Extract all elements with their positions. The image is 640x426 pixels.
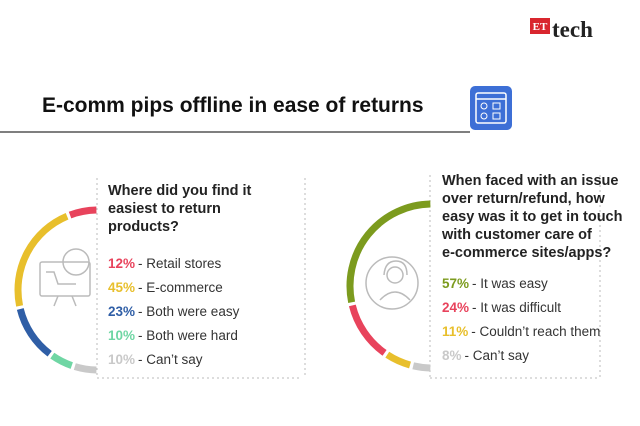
question-line: e-commerce sites/apps? (442, 245, 611, 261)
question-line: products? (108, 219, 179, 235)
icon-cart (39, 248, 91, 307)
logo-brand: ET (533, 21, 548, 33)
value-label: 23% (108, 304, 135, 319)
logo-badge (530, 18, 550, 34)
logo: ET tech (530, 17, 593, 42)
category-label: - Can’t say (465, 348, 530, 363)
question-line: over return/refund, how (442, 191, 605, 207)
value-label: 24% (442, 300, 469, 315)
arc-segment (412, 362, 431, 372)
arc-segment (385, 351, 412, 369)
category-label: - It was difficult (472, 300, 561, 315)
question-line: with customer care of (441, 227, 592, 243)
value-label: 57% (442, 276, 469, 291)
legend-item: 10% - Can’t say (108, 352, 203, 367)
legend-item: 8% - Can’t say (442, 348, 529, 363)
title-icon (470, 86, 512, 130)
arc-segment (346, 200, 431, 303)
value-label: 10% (108, 328, 135, 343)
arc-segment (50, 352, 73, 369)
legend-item: 57% - It was easy (442, 276, 548, 291)
icon-support (365, 256, 419, 310)
question-line: easy was it to get in touch (442, 209, 622, 225)
arc-segment (348, 304, 387, 356)
value-label: 11% (442, 324, 468, 339)
category-label: - Both were easy (138, 304, 240, 319)
category-label: - Can’t say (138, 352, 203, 367)
value-label: 12% (108, 256, 135, 271)
arc-segment (16, 308, 52, 357)
dividers (96, 175, 601, 379)
value-label: 10% (108, 352, 135, 367)
category-label: - Retail stores (138, 256, 222, 271)
arc-segment (14, 212, 69, 307)
category-label: - It was easy (472, 276, 548, 291)
legend-item: 10% - Both were hard (108, 328, 238, 343)
question-line: When faced with an issue (442, 173, 618, 189)
legend-item: 45% - E-commerce (108, 280, 223, 295)
category-label: - Both were hard (138, 328, 238, 343)
question-line: easiest to return (108, 201, 221, 217)
arc-segment (68, 206, 97, 219)
arc-segment (73, 363, 97, 374)
value-label: 45% (108, 280, 135, 295)
legend-item: 24% - It was difficult (442, 300, 561, 315)
category-label: - Couldn’t reach them (471, 324, 600, 339)
legend-item: 23% - Both were easy (108, 304, 240, 319)
legend-item: 12% - Retail stores (108, 256, 222, 271)
value-label: 8% (442, 348, 462, 363)
logo-name: tech (552, 17, 593, 42)
question-line: Where did you find it (108, 183, 252, 199)
category-label: - E-commerce (138, 280, 223, 295)
legend-item: 11% - Couldn’t reach them (442, 324, 600, 339)
page-title: E-comm pips offline in ease of returns (42, 94, 424, 117)
